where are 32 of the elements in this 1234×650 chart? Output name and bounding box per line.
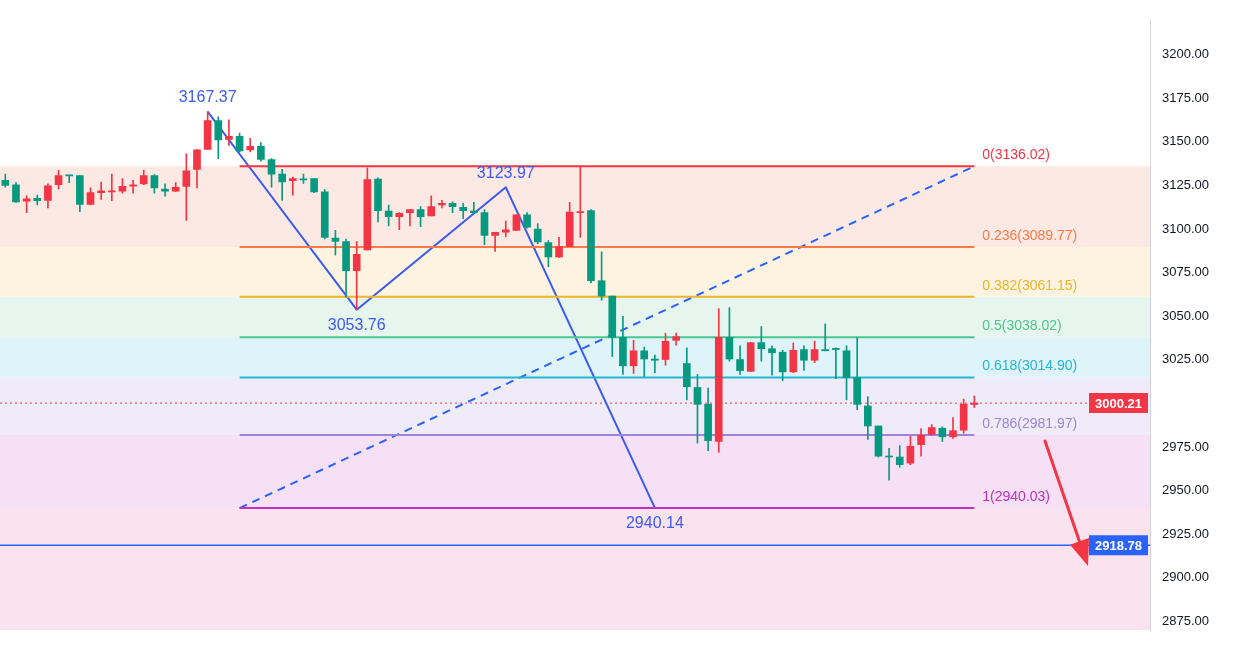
y-tick-label: 3100.00 <box>1162 220 1209 236</box>
y-tick-label: 2975.00 <box>1162 438 1209 454</box>
y-tick-label: 3175.00 <box>1162 89 1209 105</box>
series-label: 1(2940.03) <box>982 487 1051 504</box>
candlestick <box>672 332 680 346</box>
series-label: 0.382(3061.15) <box>982 276 1078 293</box>
ref-line-label: 2918.78 <box>1095 537 1142 553</box>
data-label: 3053.76 <box>327 316 386 334</box>
data-label: 3167.37 <box>178 87 237 105</box>
candlestick <box>746 342 755 372</box>
data-label: 2940.14 <box>625 514 684 532</box>
y-tick-label: 3025.00 <box>1162 351 1209 367</box>
y-tick-label: 2875.00 <box>1162 613 1209 629</box>
series-label: 0.236(3089.77) <box>982 226 1078 243</box>
series-label: 0(3136.02) <box>982 146 1051 163</box>
y-tick-label: 3075.00 <box>1162 264 1209 280</box>
y-tick-label: 3050.00 <box>1162 307 1209 323</box>
y-tick-label: 2950.00 <box>1162 482 1209 498</box>
candlestick <box>501 220 510 237</box>
y-tick-label: 3150.00 <box>1162 133 1209 149</box>
y-tick-label: 3200.00 <box>1162 46 1209 62</box>
data-label: 3123.97 <box>476 163 535 181</box>
y-tick-label: 2900.00 <box>1162 569 1209 585</box>
series-label: 0.618(3014.90) <box>982 357 1078 374</box>
series-label: 0.786(2981.97) <box>982 414 1078 431</box>
candlestick <box>310 178 318 193</box>
ref-line-label: 3000.21 <box>1095 395 1142 411</box>
series-label: 0.5(3038.02) <box>982 317 1062 334</box>
candlestick <box>129 179 137 194</box>
y-tick-label: 2925.00 <box>1162 525 1209 541</box>
candlestick <box>97 181 105 200</box>
y-tick-label: 3125.00 <box>1162 177 1209 193</box>
